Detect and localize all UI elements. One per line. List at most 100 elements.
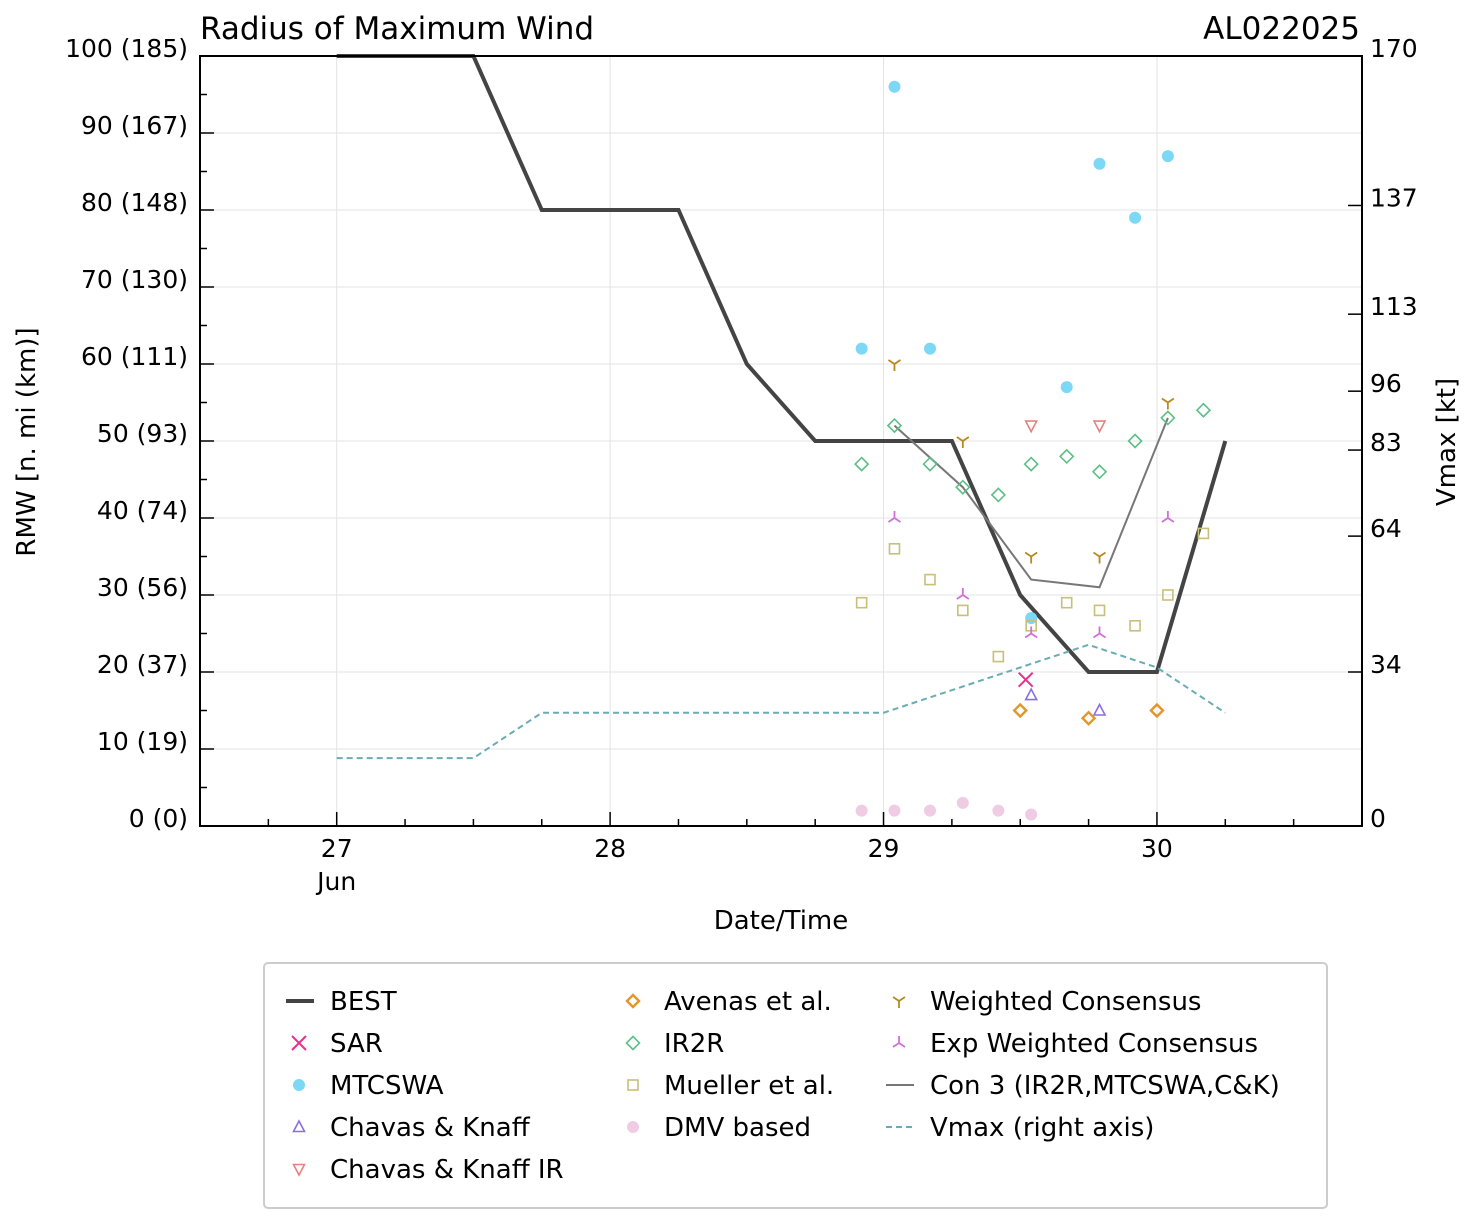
legend-entry-avenas-et-al: Avenas et al. — [625, 987, 832, 1017]
x-tick-label: 30 — [1141, 834, 1173, 863]
point-weighted-consensus — [1161, 397, 1175, 410]
legend-entry-sar: SAR — [291, 1029, 383, 1059]
legend-entry-mueller-et-al: Mueller et al. — [627, 1071, 834, 1101]
point-sar — [1017, 671, 1034, 688]
legend-label-sar: SAR — [330, 1029, 383, 1059]
y-axis-label: RMW [n. mi (km)] — [12, 327, 42, 556]
point-mtcswa — [855, 342, 868, 355]
series-chavas-knaff — [1024, 687, 1107, 716]
point-ir2r — [1059, 448, 1075, 465]
legend-entry-mtcswa: MTCSWA — [293, 1071, 444, 1101]
point-mueller-et-al — [1093, 604, 1106, 617]
legend-entry-weighted-consensus: Weighted Consensus — [892, 987, 1201, 1017]
legend-label-chavas-knaff: Chavas & Knaff — [330, 1113, 531, 1143]
point-ir2r — [1195, 402, 1212, 418]
point-exp-weighted-consensus — [1161, 511, 1175, 523]
point-ir2r — [1127, 433, 1143, 449]
legend-entry-best: BEST — [286, 987, 397, 1017]
y-tick-label: 100 (185) — [65, 34, 188, 63]
legend-label-mueller-et-al: Mueller et al. — [664, 1071, 834, 1101]
series-vmax-right-axis-line — [336, 643, 1226, 760]
legend-entry-vmax-right-axis: Vmax (right axis) — [886, 1113, 1154, 1143]
point-mtcswa — [1025, 612, 1038, 625]
y-tick-label: 0 (0) — [129, 804, 188, 833]
point-mtcswa — [1161, 150, 1174, 163]
legend-box — [263, 962, 1328, 1209]
legend: BEST SAR MTCSWA Chavas & Knaff Chavas & Knaf… — [263, 962, 1328, 1209]
legend-handle-weighted-consensus — [892, 996, 906, 1008]
point-weighted-consensus — [956, 436, 970, 448]
series-chavas-knaff-ir — [1024, 420, 1107, 434]
point-weighted-consensus — [1024, 551, 1038, 564]
series-avenas-et-al — [1012, 702, 1165, 726]
y2-tick-label: 83 — [1370, 428, 1402, 457]
y-tick-label: 50 (93) — [97, 419, 188, 448]
y2-tick-label: 64 — [1370, 514, 1402, 543]
point-exp-weighted-consensus — [887, 511, 901, 523]
point-ir2r — [886, 417, 903, 434]
point-ir2r — [1091, 464, 1108, 480]
storm-id: AL022025 — [1203, 11, 1360, 47]
point-dmv-based — [855, 804, 868, 817]
x-tick-sublabel: Jun — [315, 867, 356, 896]
axis-ticks — [200, 55, 1362, 827]
legend-handle-exp-weighted-consensus — [892, 1036, 906, 1048]
legend-handle-avenas-et-al — [625, 993, 641, 1009]
chart-title: Radius of Maximum Wind — [200, 11, 594, 47]
point-ir2r — [955, 479, 971, 495]
series-ir2r — [854, 402, 1212, 503]
point-avenas-et-al — [1149, 702, 1165, 719]
series-mtcswa — [855, 80, 1174, 625]
point-mueller-et-al — [957, 604, 969, 617]
grid — [200, 55, 1362, 827]
y2-tick-label: 113 — [1370, 292, 1418, 321]
legend-handle-chavas-knaff — [292, 1119, 306, 1133]
series-markers — [854, 80, 1212, 821]
y-tick-label: 40 (74) — [97, 496, 188, 525]
point-mtcswa — [1060, 381, 1073, 394]
point-dmv-based — [888, 804, 901, 817]
point-ir2r — [1023, 456, 1039, 472]
legend-label-best: BEST — [330, 987, 397, 1017]
y-tick-label: 30 (56) — [97, 573, 188, 602]
point-ir2r — [922, 456, 938, 472]
legend-handle-mueller-et-al — [627, 1079, 639, 1091]
y-tick-label: 60 (111) — [81, 342, 188, 371]
series-exp-weighted-consensus — [887, 511, 1175, 639]
y-tick-label: 20 (37) — [97, 650, 188, 679]
point-mueller-et-al — [1197, 527, 1210, 540]
point-chavas-knaff-ir — [1024, 420, 1038, 434]
point-dmv-based — [956, 796, 969, 809]
legend-label-avenas-et-al: Avenas et al. — [664, 987, 832, 1017]
series-best-line — [336, 54, 1228, 674]
x-tick-label: 29 — [868, 834, 900, 863]
point-dmv-based — [924, 804, 937, 817]
y2-tick-label: 170 — [1370, 34, 1418, 63]
series-weighted-consensus — [887, 359, 1175, 564]
legend-handle-ir2r — [625, 1035, 641, 1051]
y2-tick-label: 0 — [1370, 804, 1386, 833]
point-mtcswa — [1093, 157, 1106, 170]
y2-axis-label: Vmax [kt] — [1432, 378, 1462, 506]
point-chavas-knaff — [1024, 687, 1038, 701]
legend-entry-chavas-knaff: Chavas & Knaff — [292, 1113, 531, 1143]
legend-handle-mtcswa — [293, 1079, 305, 1091]
series-mueller-et-al — [855, 527, 1210, 663]
point-mueller-et-al — [855, 596, 868, 609]
legend-entry-ir2r: IR2R — [625, 1029, 724, 1059]
point-chavas-knaff-ir — [1092, 420, 1107, 434]
point-exp-weighted-consensus — [1093, 626, 1107, 639]
point-avenas-et-al — [1080, 710, 1097, 726]
point-dmv-based — [992, 804, 1005, 817]
point-mtcswa — [1129, 211, 1142, 224]
point-mueller-et-al — [1162, 589, 1174, 601]
point-mueller-et-al — [924, 573, 936, 586]
legend-label-con-3-ir2r-mtcswa-c-k: Con 3 (IR2R,MTCSWA,C&K) — [930, 1071, 1280, 1101]
legend-label-weighted-consensus: Weighted Consensus — [930, 987, 1201, 1017]
y-tick-label: 80 (148) — [81, 188, 188, 217]
legend-entry-exp-weighted-consensus: Exp Weighted Consensus — [892, 1029, 1258, 1059]
point-ir2r — [854, 456, 870, 472]
y-tick-label: 70 (130) — [81, 265, 188, 294]
series-lines — [336, 54, 1228, 760]
